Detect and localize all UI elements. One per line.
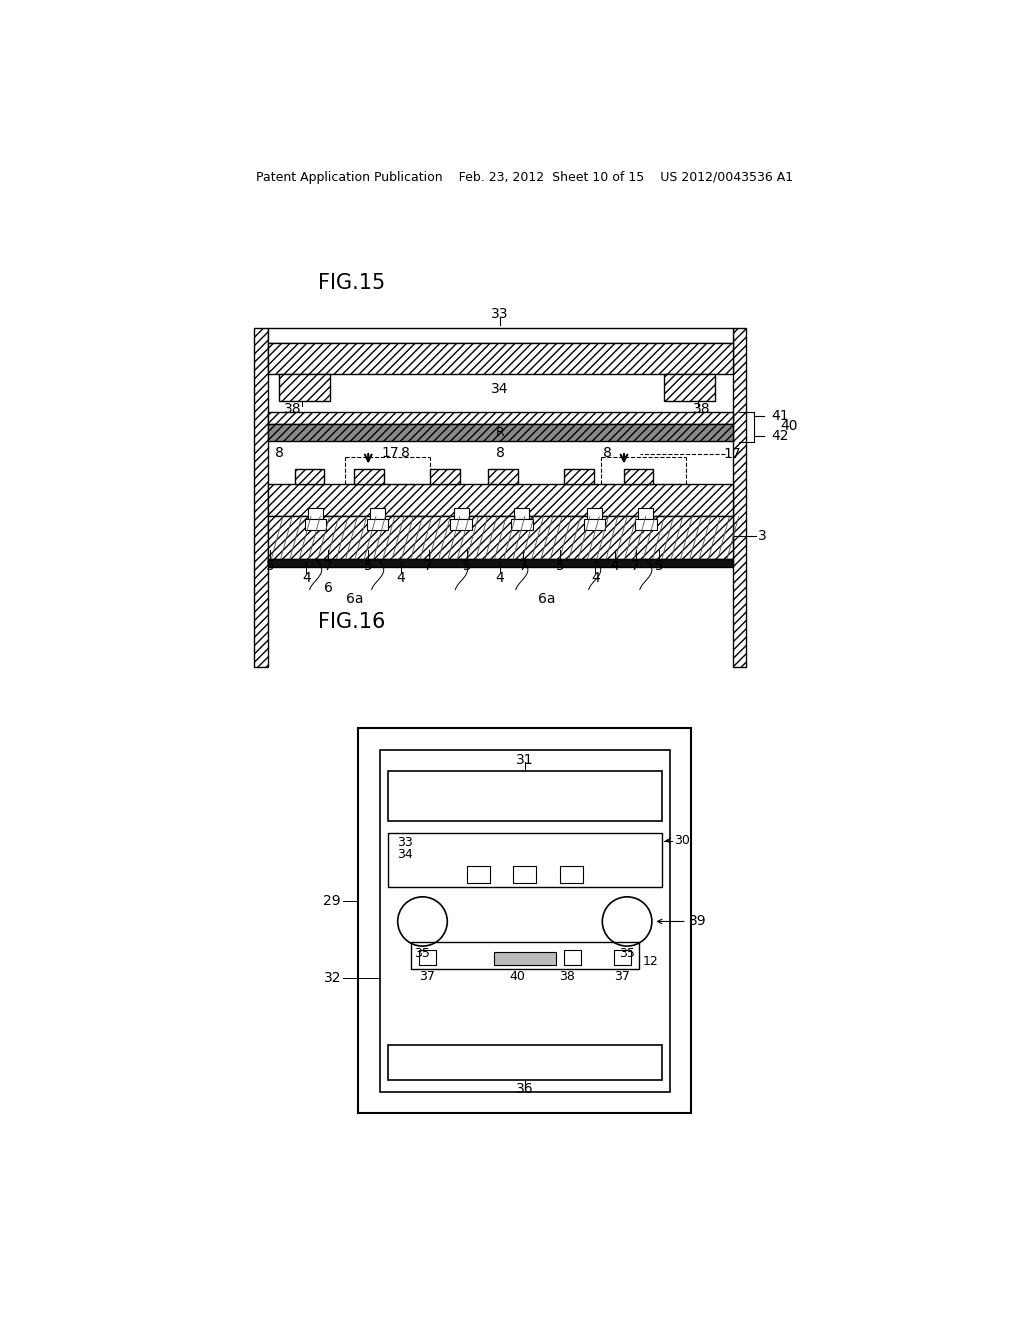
Text: 33: 33: [397, 836, 413, 849]
Text: 17: 17: [381, 446, 398, 461]
Text: 4: 4: [396, 572, 406, 585]
Text: 35: 35: [415, 948, 430, 961]
Bar: [354, 469, 384, 484]
Bar: [388, 833, 662, 887]
Text: 5: 5: [654, 560, 664, 573]
Text: 6a: 6a: [346, 591, 364, 606]
Bar: [488, 469, 518, 484]
Text: 4: 4: [302, 572, 310, 585]
Text: 38: 38: [285, 403, 302, 416]
Text: 5: 5: [364, 560, 373, 573]
Text: 3: 3: [758, 529, 767, 543]
Bar: [267, 412, 732, 424]
Bar: [254, 327, 267, 667]
Text: 6: 6: [324, 581, 333, 595]
Bar: [560, 866, 583, 883]
Bar: [494, 952, 556, 965]
Text: 7: 7: [324, 560, 333, 573]
Bar: [367, 519, 388, 529]
Bar: [380, 750, 670, 1092]
Bar: [614, 950, 631, 965]
Text: 12: 12: [643, 954, 658, 968]
Text: 5: 5: [463, 560, 472, 573]
Text: 41: 41: [771, 409, 788, 424]
Text: FIG.16: FIG.16: [317, 612, 385, 632]
Text: 8: 8: [496, 446, 505, 461]
Bar: [454, 508, 469, 519]
Bar: [267, 558, 732, 566]
Text: 29: 29: [324, 895, 341, 908]
Bar: [267, 327, 732, 343]
Text: 33: 33: [492, 308, 509, 321]
Text: 39: 39: [689, 915, 707, 928]
Bar: [267, 424, 732, 441]
Bar: [295, 469, 324, 484]
Bar: [467, 866, 489, 883]
Text: 38: 38: [559, 970, 575, 983]
Text: FIG.15: FIG.15: [317, 273, 385, 293]
Text: 7: 7: [631, 560, 640, 573]
Bar: [419, 950, 435, 965]
Bar: [358, 729, 691, 1113]
Bar: [584, 519, 605, 529]
Text: 6a: 6a: [538, 591, 555, 606]
Bar: [732, 327, 746, 667]
Bar: [267, 516, 732, 558]
Text: 8: 8: [602, 446, 611, 461]
Bar: [267, 484, 732, 516]
Text: 5: 5: [556, 560, 565, 573]
Bar: [430, 469, 460, 484]
Bar: [308, 508, 324, 519]
Text: 35: 35: [620, 948, 635, 961]
Bar: [305, 519, 327, 529]
Text: 38: 38: [692, 403, 711, 416]
Bar: [564, 469, 594, 484]
Text: 37: 37: [614, 970, 631, 983]
Text: R: R: [496, 426, 505, 440]
Text: 4: 4: [591, 572, 600, 585]
Bar: [563, 950, 581, 965]
Text: Patent Application Publication    Feb. 23, 2012  Sheet 10 of 15    US 2012/00435: Patent Application Publication Feb. 23, …: [256, 172, 794, 185]
Text: 32: 32: [324, 972, 341, 986]
Text: 42: 42: [771, 429, 788, 442]
Bar: [411, 942, 639, 969]
Text: 40: 40: [509, 970, 525, 983]
Bar: [511, 519, 532, 529]
Bar: [665, 374, 715, 401]
Bar: [624, 469, 653, 484]
Text: 34: 34: [397, 847, 413, 861]
Text: 4: 4: [610, 560, 620, 573]
Bar: [388, 1045, 662, 1080]
Bar: [514, 508, 529, 519]
Bar: [280, 374, 330, 401]
Bar: [635, 519, 656, 529]
Bar: [370, 508, 385, 519]
Text: 34: 34: [492, 383, 509, 396]
Bar: [638, 508, 653, 519]
Text: 4: 4: [496, 572, 505, 585]
Text: 40: 40: [780, 420, 798, 433]
Bar: [451, 519, 472, 529]
Text: 31: 31: [516, 752, 534, 767]
Text: 30: 30: [674, 834, 689, 847]
Text: 7: 7: [519, 560, 527, 573]
Text: 17: 17: [724, 447, 741, 461]
Bar: [513, 866, 537, 883]
Bar: [388, 771, 662, 821]
Bar: [587, 508, 602, 519]
Text: 7: 7: [424, 560, 433, 573]
Text: 37: 37: [419, 970, 435, 983]
Text: 36: 36: [516, 1082, 534, 1097]
Text: 8: 8: [401, 446, 410, 461]
Bar: [267, 343, 732, 374]
Text: 8: 8: [274, 446, 284, 461]
Text: 5: 5: [265, 560, 274, 573]
